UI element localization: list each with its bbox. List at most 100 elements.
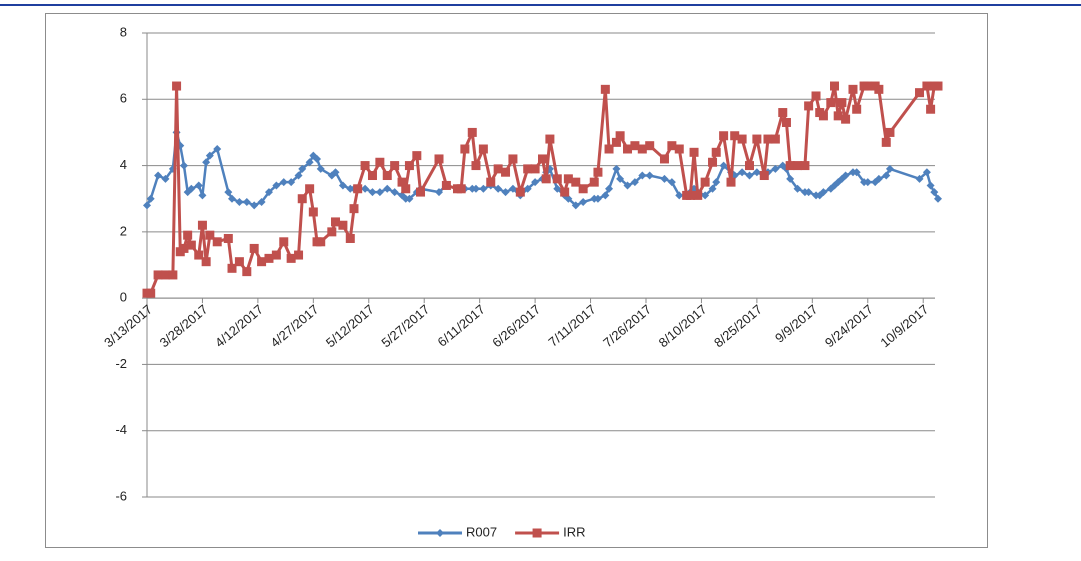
data-point [737, 134, 747, 144]
data-point [771, 164, 780, 173]
data-point [223, 233, 233, 243]
data-point [852, 104, 862, 114]
data-point [538, 154, 547, 164]
data-point [874, 174, 883, 183]
data-point [183, 230, 193, 240]
data-point [841, 171, 850, 180]
data-point [719, 131, 729, 141]
data-point [708, 184, 717, 193]
data-point [552, 174, 562, 184]
data-point [316, 164, 325, 173]
data-point [471, 161, 481, 171]
y-tick-label: -4 [115, 422, 127, 437]
data-point [793, 184, 802, 193]
data-point [571, 201, 580, 210]
data-point [604, 144, 614, 154]
data-point [745, 171, 754, 180]
data-point [161, 174, 170, 183]
data-point [294, 250, 304, 260]
data-point [693, 190, 703, 200]
data-point [146, 194, 155, 203]
data-point [623, 144, 633, 154]
data-point [804, 101, 814, 111]
data-point [685, 190, 695, 200]
data-point [478, 144, 488, 154]
data-point [616, 174, 625, 183]
data-point [659, 154, 669, 164]
data-point [882, 171, 891, 180]
data-point [885, 127, 895, 137]
data-point [786, 174, 795, 183]
data-point [313, 154, 322, 163]
data-point [486, 177, 496, 187]
data-point [494, 184, 503, 193]
data-point [272, 181, 281, 190]
data-point [848, 84, 858, 94]
data-point [228, 194, 237, 203]
data-point [926, 181, 935, 190]
y-tick-label: 6 [120, 91, 127, 106]
data-point [401, 184, 411, 194]
data-point [674, 144, 684, 154]
data-point [863, 81, 873, 91]
data-point [213, 145, 222, 153]
data-point [397, 177, 407, 187]
data-point [508, 154, 518, 164]
data-point [515, 187, 525, 197]
data-point [593, 194, 602, 203]
legend-swatch-marker [532, 528, 542, 538]
data-point [818, 111, 828, 121]
y-tick-label: 8 [120, 24, 127, 39]
data-point [571, 177, 581, 187]
data-point [331, 168, 340, 177]
data-point [501, 167, 511, 177]
data-point [234, 257, 244, 267]
data-point [826, 98, 836, 108]
data-point [759, 171, 769, 181]
data-point [250, 201, 259, 210]
data-point [390, 161, 400, 171]
data-point [305, 184, 315, 194]
data-point [667, 178, 676, 187]
data-point [804, 188, 813, 197]
data-point [382, 171, 392, 181]
data-point [160, 270, 170, 280]
data-point [605, 184, 614, 193]
data-point [257, 257, 267, 267]
data-point [915, 88, 925, 98]
data-point [353, 184, 363, 194]
data-point [179, 243, 189, 253]
data-point [612, 164, 621, 173]
data-point [316, 237, 326, 247]
chart-frame [45, 13, 988, 548]
data-point [545, 134, 555, 144]
data-point [412, 151, 422, 161]
data-point [201, 257, 211, 267]
y-tick-label: -6 [115, 488, 127, 503]
data-point [744, 161, 754, 171]
data-point [360, 161, 370, 171]
data-point [441, 180, 451, 190]
data-point [467, 127, 477, 137]
data-point [712, 178, 721, 187]
data-point [638, 171, 647, 180]
data-point [833, 111, 843, 121]
data-point [593, 167, 603, 177]
data-point [800, 161, 810, 171]
data-point [235, 198, 244, 207]
data-point [578, 184, 588, 194]
data-point [785, 161, 795, 171]
data-point [338, 220, 348, 230]
data-point [179, 161, 188, 170]
y-tick-label: 2 [120, 223, 127, 238]
data-point [383, 184, 392, 193]
data-point [294, 171, 303, 180]
data-point [198, 191, 207, 200]
data-point [667, 141, 677, 151]
data-point [600, 84, 610, 94]
data-point [541, 174, 551, 184]
data-point [830, 81, 840, 91]
data-point [601, 191, 610, 200]
